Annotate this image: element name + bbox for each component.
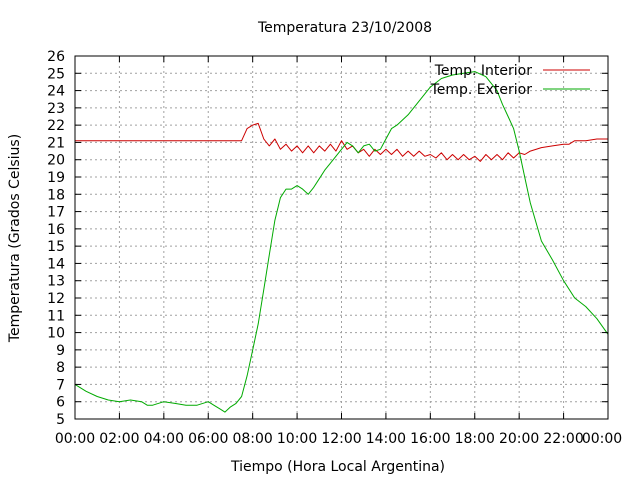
y-tick-label: 26: [47, 49, 65, 65]
y-axis-label: Temperatura (Grados Celsius): [7, 134, 23, 343]
y-tick-label: 16: [47, 222, 65, 238]
x-tick-label: 20:00: [499, 431, 539, 447]
x-tick-label: 22:00: [543, 431, 583, 447]
y-tick-label: 14: [47, 256, 65, 272]
x-tick-label: 10:00: [277, 431, 317, 447]
y-tick-label: 12: [47, 291, 65, 307]
series-line-exterior: [74, 71, 609, 413]
x-tick-labels: 00:00 02:00 04:00 06:00 08:00 10:00 12:00 14:00…: [55, 431, 622, 447]
y-tick-label: 20: [47, 153, 65, 169]
y-tick-label: 9: [56, 343, 65, 359]
legend-label: Temp. Interior: [434, 63, 533, 79]
grid-lines: [75, 56, 608, 419]
y-tick-label: 18: [47, 187, 65, 203]
x-tick-label: 00:00: [55, 431, 95, 447]
y-tick-label: 21: [47, 135, 65, 151]
y-tick-label: 15: [47, 239, 65, 255]
x-axis-label: Tiempo (Hora Local Argentina): [230, 459, 445, 475]
x-tick-label: 00:00: [582, 431, 622, 447]
x-tick-label: 14:00: [366, 431, 406, 447]
legend-label: Temp. Exterior: [430, 82, 533, 98]
y-tick-label: 17: [47, 205, 65, 221]
legend: Temp. Interior Temp. Exterior: [430, 63, 590, 98]
y-tick-label: 10: [47, 326, 65, 342]
y-tick-label: 23: [47, 101, 65, 117]
plot-lines: [74, 71, 609, 413]
y-tick-label: 7: [56, 377, 65, 393]
y-tick-label: 5: [56, 412, 65, 428]
x-tick-label: 08:00: [232, 431, 272, 447]
x-tick-label: 06:00: [188, 431, 228, 447]
x-tick-label: 12:00: [321, 431, 361, 447]
y-tick-label: 11: [47, 308, 65, 324]
y-tick-label: 24: [47, 84, 65, 100]
x-tick-label: 02:00: [99, 431, 139, 447]
y-tick-label: 6: [56, 395, 65, 411]
y-tick-label: 25: [47, 66, 65, 82]
axis-ticks: [74, 55, 609, 420]
y-tick-label: 19: [47, 170, 65, 186]
y-tick-label: 13: [47, 274, 65, 290]
series-line-interior: [75, 122, 608, 162]
y-tick-label: 22: [47, 118, 65, 134]
x-tick-label: 18:00: [455, 431, 495, 447]
y-tick-label: 8: [56, 360, 65, 376]
x-tick-label: 16:00: [410, 431, 450, 447]
x-tick-label: 04:00: [144, 431, 184, 447]
chart-title: Temperatura 23/10/2008: [257, 20, 432, 36]
